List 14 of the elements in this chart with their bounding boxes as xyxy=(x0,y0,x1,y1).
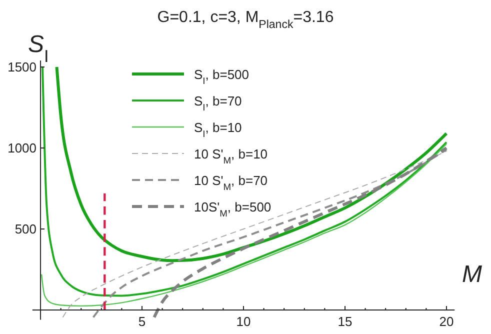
legend-label: 10 S'$_{M}$, b=10 xyxy=(194,146,268,166)
legend-label: S$_{I}$, b=10 xyxy=(194,120,242,139)
y-tick-label: 500 xyxy=(14,221,37,236)
legend-label: S$_{I}$, b=70 xyxy=(194,94,242,112)
x-tick-label: 5 xyxy=(138,314,146,329)
x-tick-label: 15 xyxy=(338,314,352,329)
x-tick-label: 20 xyxy=(439,314,454,329)
chart-title: G=0.1, c=3, M$_{Planck}$=3.16 xyxy=(157,9,334,31)
x-tick-label: 10 xyxy=(236,314,251,329)
legend-label: 10S'$_{M}$, b=500 xyxy=(194,200,272,218)
x-axis-title: M xyxy=(462,261,482,288)
legend-label: S$_{I}$, b=500 xyxy=(194,67,250,86)
y-tick-label: 1000 xyxy=(8,140,37,156)
legend-label: 10 S'$_{M}$, b=70 xyxy=(194,173,268,192)
